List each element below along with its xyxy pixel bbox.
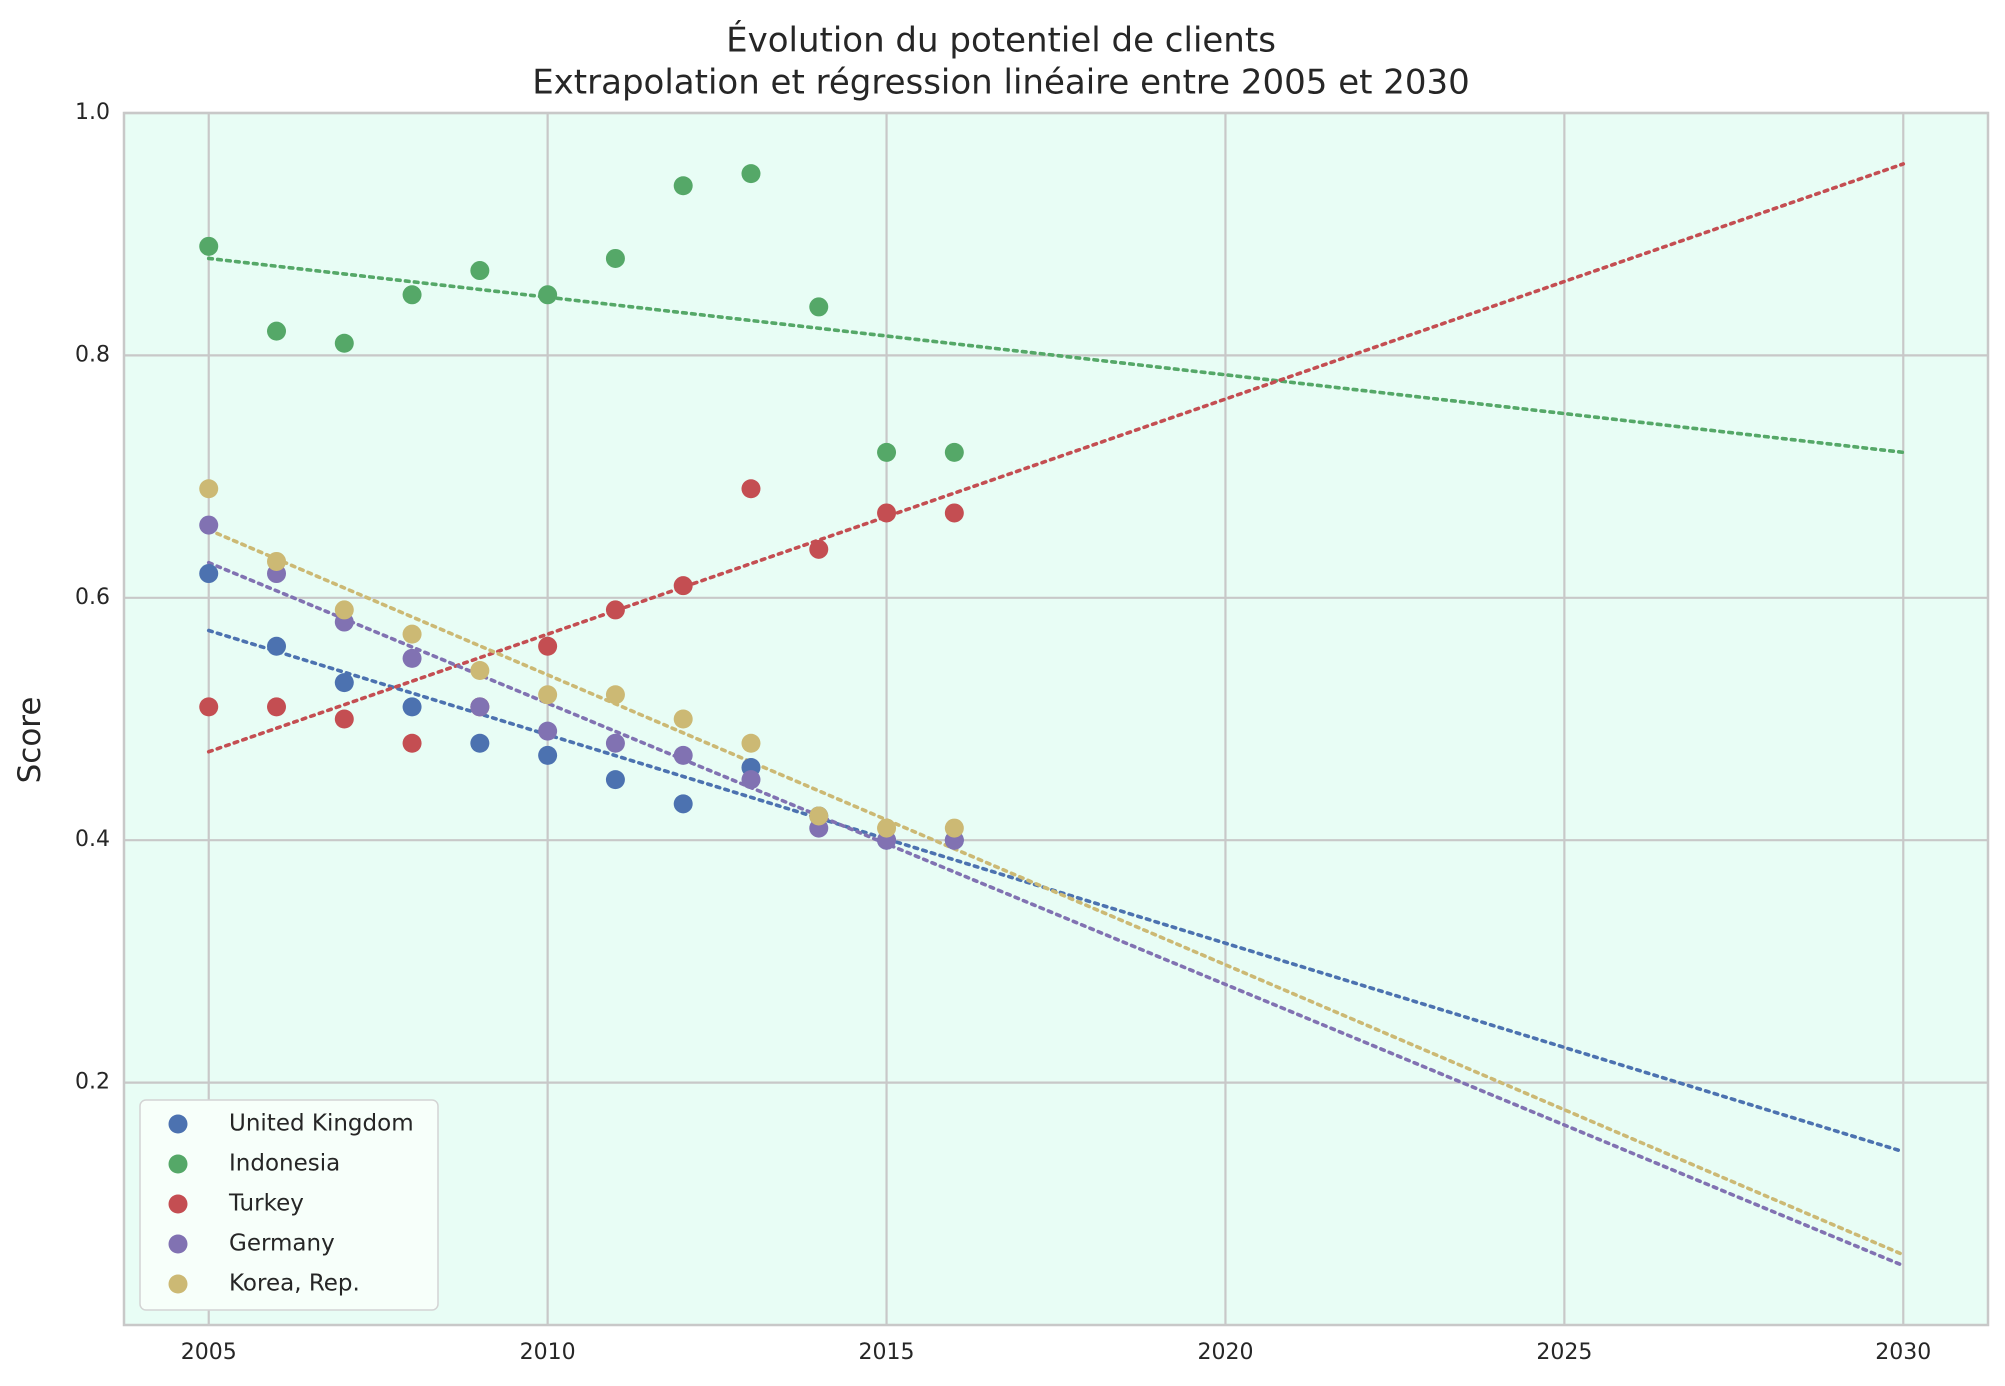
data-point xyxy=(334,673,354,693)
x-tick-label: 2025 xyxy=(1536,1340,1592,1365)
data-point xyxy=(673,794,693,814)
legend-label: Indonesia xyxy=(229,1151,340,1177)
data-point xyxy=(402,285,422,305)
legend: United Kingdom Indonesia Turkey Germany Kore… xyxy=(139,1099,439,1311)
y-tick-label: 0.8 xyxy=(75,342,110,367)
legend-label: Turkey xyxy=(228,1191,304,1217)
data-point xyxy=(470,261,490,281)
x-tick-label: 2015 xyxy=(859,1340,915,1365)
data-point xyxy=(538,721,558,741)
data-point xyxy=(402,624,422,644)
data-point xyxy=(470,733,490,753)
x-tick-label: 2005 xyxy=(181,1340,237,1365)
data-point xyxy=(334,333,354,353)
data-point xyxy=(673,176,693,196)
x-axis-ticks: 2005 2010 2015 2020 2025 2030 xyxy=(181,1340,1932,1365)
y-tick-label: 0.6 xyxy=(75,585,110,610)
data-point xyxy=(877,503,897,523)
y-tick-label: 0.4 xyxy=(75,827,110,852)
data-point xyxy=(199,564,219,584)
data-point xyxy=(267,636,287,656)
data-point xyxy=(877,442,897,462)
data-point xyxy=(199,236,219,256)
data-point xyxy=(944,503,964,523)
legend-label: Germany xyxy=(229,1231,335,1257)
x-tick-label: 2010 xyxy=(520,1340,576,1365)
data-point xyxy=(944,818,964,838)
data-point xyxy=(334,600,354,620)
data-point xyxy=(402,733,422,753)
chart-title-line-2: Extrapolation et régression linéaire ent… xyxy=(532,63,1470,103)
y-tick-label: 0.2 xyxy=(75,1070,110,1095)
trend-line xyxy=(206,560,1906,1268)
legend-box xyxy=(139,1099,439,1311)
data-point xyxy=(538,285,558,305)
data-point xyxy=(334,709,354,729)
data-point xyxy=(538,636,558,656)
data-point xyxy=(673,576,693,596)
y-axis-label: Score xyxy=(12,697,48,784)
legend-items: United Kingdom Indonesia Turkey Germany Kore… xyxy=(168,1111,414,1297)
chart-title-line-1: Évolution du potentiel de clients xyxy=(726,20,1276,61)
legend-marker xyxy=(168,1234,188,1254)
data-point xyxy=(470,661,490,681)
data-point xyxy=(605,733,625,753)
legend-label: United Kingdom xyxy=(229,1111,414,1137)
data-point xyxy=(402,697,422,717)
data-point xyxy=(673,709,693,729)
data-point xyxy=(741,733,761,753)
data-point xyxy=(673,745,693,765)
data-point xyxy=(267,321,287,341)
data-point xyxy=(809,297,829,317)
plot-frame xyxy=(122,111,1990,1327)
legend-label: Korea, Rep. xyxy=(229,1271,360,1297)
legend-marker xyxy=(168,1154,188,1174)
data-points xyxy=(199,164,964,850)
data-point xyxy=(267,697,287,717)
y-tick-label: 1.0 xyxy=(75,100,110,125)
legend-marker xyxy=(168,1274,188,1294)
data-point xyxy=(267,551,287,571)
data-point xyxy=(741,770,761,790)
trend-lines xyxy=(206,162,1906,1268)
trend-line xyxy=(206,162,1906,754)
data-point xyxy=(605,600,625,620)
data-point xyxy=(877,818,897,838)
legend-marker xyxy=(168,1194,188,1214)
data-point xyxy=(538,685,558,705)
data-point xyxy=(605,770,625,790)
x-tick-label: 2020 xyxy=(1197,1340,1253,1365)
data-point xyxy=(944,442,964,462)
data-point xyxy=(741,164,761,184)
data-point xyxy=(199,479,219,499)
data-point xyxy=(538,745,558,765)
y-axis-ticks: 0.2 0.4 0.6 0.8 1.0 xyxy=(75,100,110,1095)
legend-marker xyxy=(168,1114,188,1134)
data-point xyxy=(809,539,829,559)
data-point xyxy=(741,479,761,499)
data-point xyxy=(199,515,219,535)
data-point xyxy=(199,697,219,717)
data-point xyxy=(402,648,422,668)
data-point xyxy=(605,685,625,705)
trend-line xyxy=(206,256,1906,455)
x-tick-label: 2030 xyxy=(1875,1340,1931,1365)
data-point xyxy=(809,806,829,826)
data-point xyxy=(470,697,490,717)
trend-line xyxy=(206,528,1906,1257)
data-point xyxy=(605,248,625,268)
